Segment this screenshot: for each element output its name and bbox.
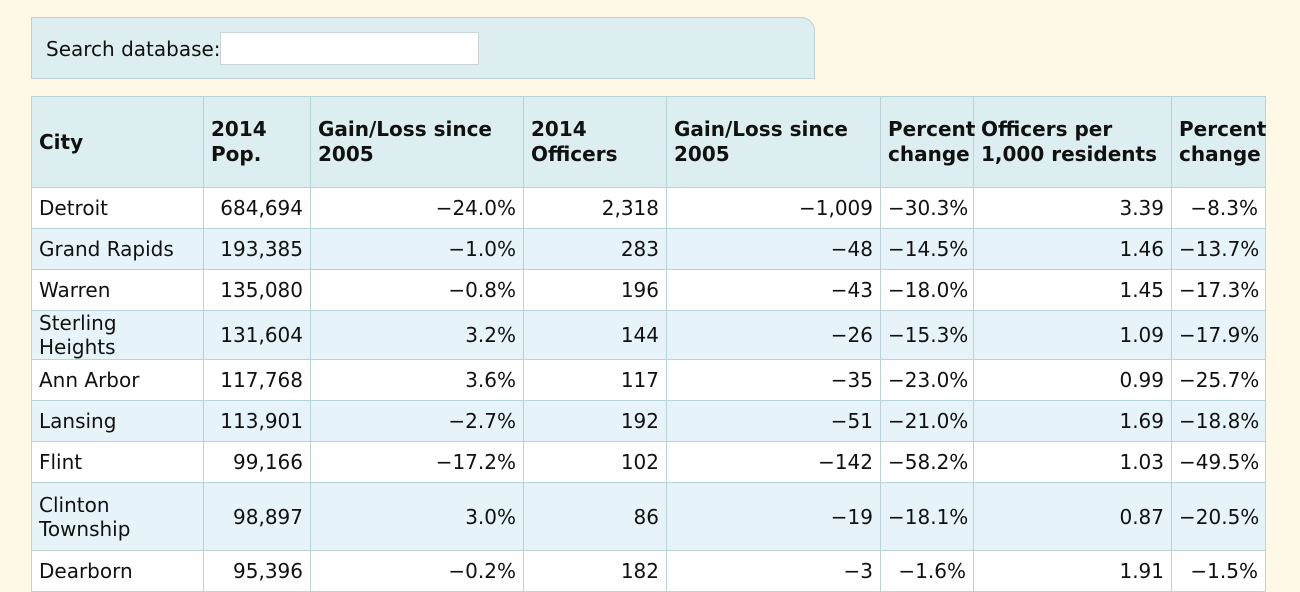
- per-1000-percent-change-cell: −13.7%: [1171, 228, 1266, 270]
- city-cell: Detroit: [31, 187, 204, 229]
- officers-cell: 182: [523, 550, 667, 592]
- city-cell: Sterling Heights: [31, 310, 204, 360]
- column-header-officers-change[interactable]: Gain/Loss since 2005: [666, 96, 881, 188]
- officers-percent-change-cell: −15.3%: [880, 310, 974, 360]
- table-row: Lansing 113,901 −2.7% 192 −51 −21.0% 1.69 −18.8…: [31, 400, 1266, 442]
- officers-percent-change-cell: −23.0%: [880, 359, 974, 401]
- column-header-population[interactable]: 2014 Pop.: [203, 96, 311, 188]
- officers-change-cell: −48: [666, 228, 881, 270]
- city-cell: Flint: [31, 441, 204, 483]
- officers-per-1000-cell: 1.09: [973, 310, 1172, 360]
- officers-percent-change-cell: −58.2%: [880, 441, 974, 483]
- population-change-cell: −0.8%: [310, 269, 524, 311]
- city-cell: Grand Rapids: [31, 228, 204, 270]
- city-cell: Dearborn: [31, 550, 204, 592]
- officers-per-1000-cell: 1.91: [973, 550, 1172, 592]
- per-1000-percent-change-cell: −1.5%: [1171, 550, 1266, 592]
- column-header-population-change[interactable]: Gain/Loss since 2005: [310, 96, 524, 188]
- population-change-cell: 3.0%: [310, 482, 524, 551]
- table-row: Clinton Township 98,897 3.0% 86 −19 −18.1% 0.8…: [31, 482, 1266, 551]
- officers-percent-change-cell: −18.0%: [880, 269, 974, 311]
- table-row: Grand Rapids 193,385 −1.0% 283 −48 −14.5% 1.46…: [31, 228, 1266, 270]
- officers-percent-change-cell: −14.5%: [880, 228, 974, 270]
- population-cell: 98,897: [203, 482, 311, 551]
- officers-change-cell: −26: [666, 310, 881, 360]
- per-1000-percent-change-cell: −8.3%: [1171, 187, 1266, 229]
- officers-cell: 102: [523, 441, 667, 483]
- population-cell: 131,604: [203, 310, 311, 360]
- column-header-officers[interactable]: 2014 Officers: [523, 96, 667, 188]
- population-change-cell: −1.0%: [310, 228, 524, 270]
- population-cell: 684,694: [203, 187, 311, 229]
- table-row: Dearborn 95,396 −0.2% 182 −3 −1.6% 1.91 −1.5%: [31, 550, 1266, 592]
- per-1000-percent-change-cell: −17.3%: [1171, 269, 1266, 311]
- population-cell: 117,768: [203, 359, 311, 401]
- table-row: Warren 135,080 −0.8% 196 −43 −18.0% 1.45 −17.3%: [31, 269, 1266, 311]
- officers-per-1000-cell: 1.03: [973, 441, 1172, 483]
- city-cell: Lansing: [31, 400, 204, 442]
- per-1000-percent-change-cell: −18.8%: [1171, 400, 1266, 442]
- table-row: Flint 99,166 −17.2% 102 −142 −58.2% 1.03 −49.5%: [31, 441, 1266, 483]
- population-cell: 99,166: [203, 441, 311, 483]
- per-1000-percent-change-cell: −25.7%: [1171, 359, 1266, 401]
- column-header-officers-per-1000[interactable]: Officers per 1,000 residents: [973, 96, 1172, 188]
- officers-change-cell: −35: [666, 359, 881, 401]
- search-label: Search database:: [46, 37, 221, 61]
- population-change-cell: 3.2%: [310, 310, 524, 360]
- per-1000-percent-change-cell: −20.5%: [1171, 482, 1266, 551]
- column-header-per-1000-percent-change[interactable]: Percent change: [1171, 96, 1266, 188]
- table-header-row: City 2014 Pop. Gain/Loss since 2005 2014…: [31, 96, 1266, 188]
- column-header-city[interactable]: City: [31, 96, 204, 188]
- officers-cell: 86: [523, 482, 667, 551]
- officers-change-cell: −3: [666, 550, 881, 592]
- city-cell: Clinton Township: [31, 482, 204, 551]
- population-cell: 193,385: [203, 228, 311, 270]
- population-cell: 95,396: [203, 550, 311, 592]
- officers-change-cell: −43: [666, 269, 881, 311]
- officers-change-cell: −142: [666, 441, 881, 483]
- officers-per-1000-cell: 1.46: [973, 228, 1172, 270]
- officers-change-cell: −1,009: [666, 187, 881, 229]
- officers-per-1000-cell: 3.39: [973, 187, 1172, 229]
- population-change-cell: −17.2%: [310, 441, 524, 483]
- officers-cell: 144: [523, 310, 667, 360]
- city-cell: Ann Arbor: [31, 359, 204, 401]
- officers-percent-change-cell: −30.3%: [880, 187, 974, 229]
- population-cell: 113,901: [203, 400, 311, 442]
- officers-per-1000-cell: 1.45: [973, 269, 1172, 311]
- per-1000-percent-change-cell: −17.9%: [1171, 310, 1266, 360]
- officers-change-cell: −51: [666, 400, 881, 442]
- officers-cell: 196: [523, 269, 667, 311]
- police-officers-table: City 2014 Pop. Gain/Loss since 2005 2014…: [31, 96, 1266, 592]
- search-panel: Search database:: [31, 17, 815, 79]
- population-change-cell: −2.7%: [310, 400, 524, 442]
- officers-per-1000-cell: 1.69: [973, 400, 1172, 442]
- table-row: Ann Arbor 117,768 3.6% 117 −35 −23.0% 0.99 −25.…: [31, 359, 1266, 401]
- city-cell: Warren: [31, 269, 204, 311]
- officers-cell: 117: [523, 359, 667, 401]
- population-change-cell: −24.0%: [310, 187, 524, 229]
- column-header-officers-percent-change[interactable]: Percent change: [880, 96, 975, 188]
- officers-percent-change-cell: −1.6%: [880, 550, 974, 592]
- officers-percent-change-cell: −21.0%: [880, 400, 974, 442]
- table-row: Detroit 684,694 −24.0% 2,318 −1,009 −30.3% 3.3…: [31, 187, 1266, 229]
- officers-change-cell: −19: [666, 482, 881, 551]
- officers-cell: 283: [523, 228, 667, 270]
- officers-per-1000-cell: 0.99: [973, 359, 1172, 401]
- per-1000-percent-change-cell: −49.5%: [1171, 441, 1266, 483]
- officers-per-1000-cell: 0.87: [973, 482, 1172, 551]
- officers-cell: 2,318: [523, 187, 667, 229]
- population-change-cell: −0.2%: [310, 550, 524, 592]
- table-row: Sterling Heights 131,604 3.2% 144 −26 −15.3% 1…: [31, 310, 1266, 360]
- officers-percent-change-cell: −18.1%: [880, 482, 974, 551]
- population-change-cell: 3.6%: [310, 359, 524, 401]
- officers-cell: 192: [523, 400, 667, 442]
- population-cell: 135,080: [203, 269, 311, 311]
- search-input[interactable]: [220, 32, 479, 65]
